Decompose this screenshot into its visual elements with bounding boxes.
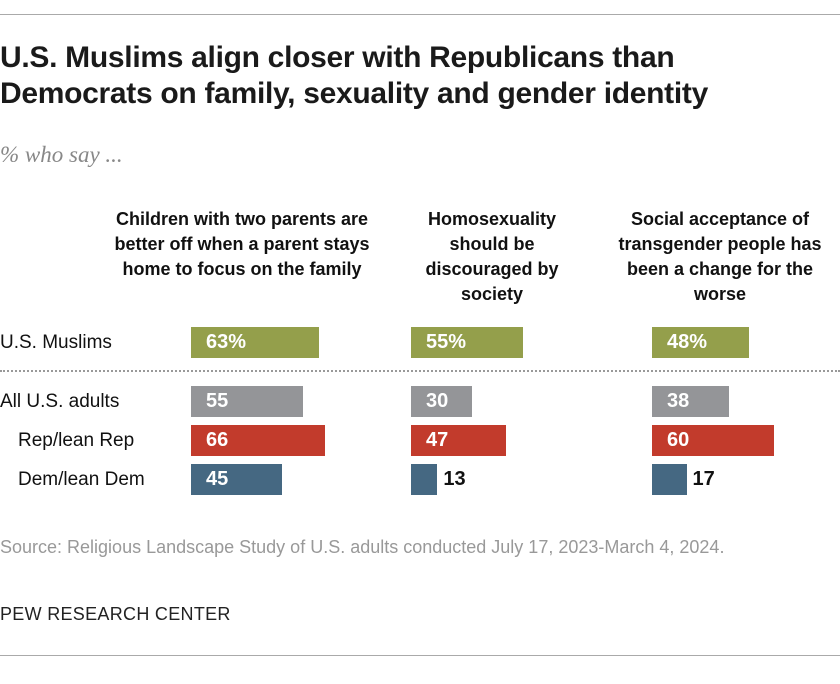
chart-subtitle: % who say ... — [0, 142, 123, 167]
data-label: 66 — [206, 429, 229, 451]
data-label: 30 — [426, 390, 449, 412]
panel-header-1: Children with two parents are better off… — [114, 209, 370, 279]
bar — [652, 386, 730, 417]
row-label: All U.S. adults — [0, 391, 120, 412]
panel-header-2: Homosexuality should be discouraged by s… — [425, 209, 559, 304]
bar — [411, 386, 472, 417]
bar — [191, 464, 283, 495]
data-label: 13 — [443, 468, 466, 490]
chart-title: U.S. Muslims align closer with Republica… — [0, 41, 708, 110]
top-rule — [0, 14, 840, 15]
bar — [652, 464, 687, 495]
bar — [411, 327, 523, 358]
data-label: 38 — [667, 390, 690, 412]
bar — [411, 464, 438, 495]
bar — [191, 425, 325, 456]
bar — [652, 425, 774, 456]
panel-header-3: Social acceptance of transgender people … — [618, 209, 822, 304]
data-label: 47 — [426, 429, 449, 451]
bottom-rule — [0, 655, 840, 656]
bar — [191, 327, 319, 358]
data-label: 45 — [206, 468, 229, 490]
divider — [0, 370, 840, 372]
source-note: Source: Religious Landscape Study of U.S… — [0, 537, 725, 557]
data-label: 63% — [206, 331, 247, 353]
brand: PEW RESEARCH CENTER — [0, 604, 231, 624]
data-label: 55 — [206, 390, 229, 412]
row-label: U.S. Muslims — [0, 332, 112, 353]
row-label: Rep/lean Rep — [18, 430, 135, 451]
data-label: 17 — [692, 468, 715, 490]
bar — [191, 386, 303, 417]
data-label: 48% — [667, 331, 708, 353]
bar — [411, 425, 507, 456]
bar — [652, 327, 750, 358]
data-label: 55% — [426, 331, 467, 353]
data-label: 60 — [667, 429, 690, 451]
row-label: Dem/lean Dem — [18, 469, 145, 490]
